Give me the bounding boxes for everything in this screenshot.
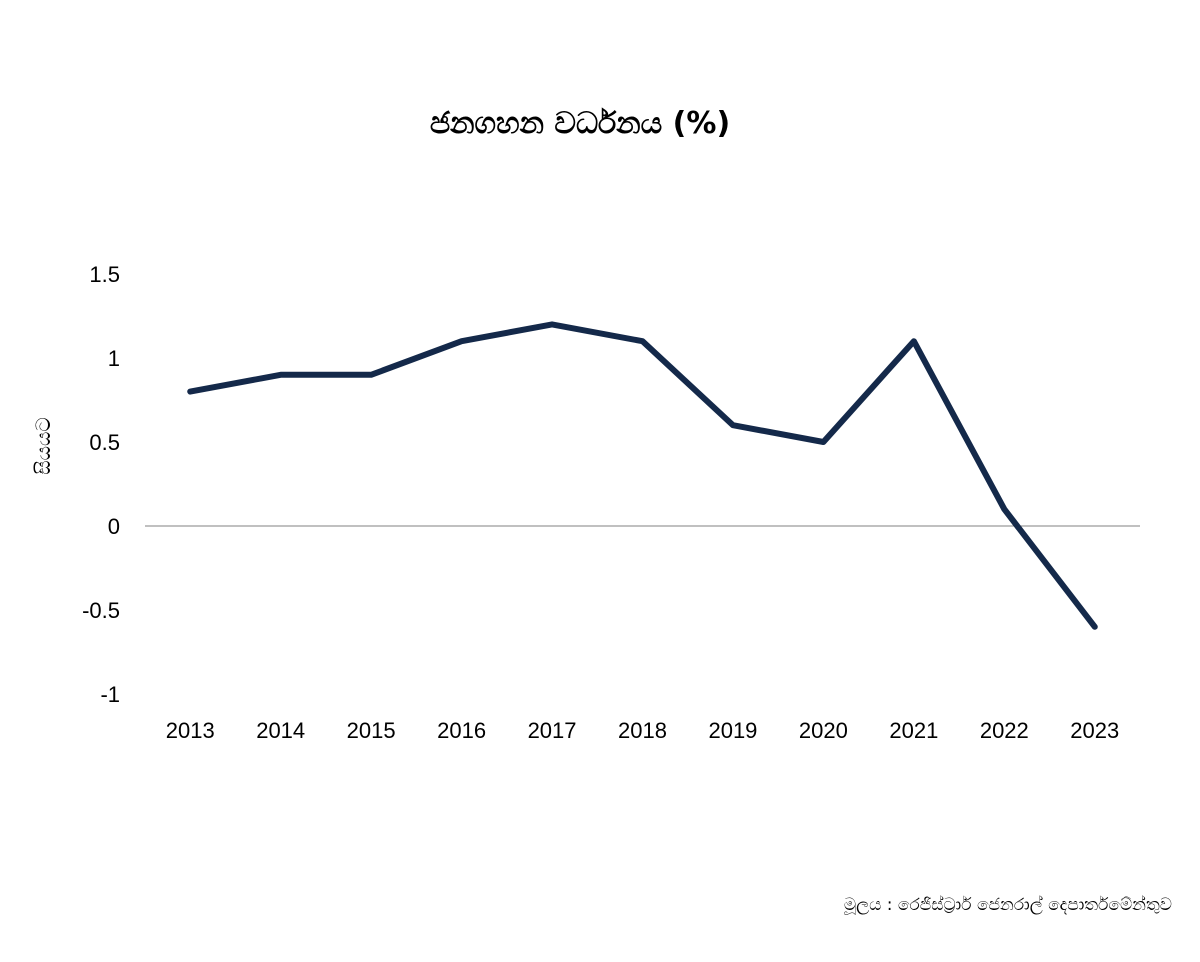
x-tick-label: 2022: [980, 718, 1029, 743]
x-tick-label: 2018: [618, 718, 667, 743]
y-axis-ticks: 1.5 1 0.5 0 -0.5 -1: [82, 262, 120, 707]
y-tick-label: -0.5: [82, 598, 120, 623]
x-tick-label: 2014: [256, 718, 305, 743]
chart-title: ජනගහන වර්ධනය (%): [430, 106, 730, 141]
y-tick-label: 0: [108, 514, 120, 539]
source-note: මූලය : රෙජිස්ට්‍රාර් ජෙනරාල් දෙපාර්තමේන්…: [844, 895, 1172, 915]
x-tick-label: 2017: [528, 718, 577, 743]
x-tick-label: 2015: [347, 718, 396, 743]
y-tick-label: 1.5: [89, 262, 120, 287]
series-line: [187, 321, 1098, 630]
x-axis-ticks: 2013 2014 2015 2016 2017 2018 2019 2020 2021 2022…: [166, 718, 1119, 743]
x-tick-label: 2020: [799, 718, 848, 743]
x-tick-label: 2019: [708, 718, 757, 743]
y-tick-label: 1: [108, 346, 120, 371]
y-tick-label: 0.5: [89, 430, 120, 455]
x-tick-label: 2023: [1070, 718, 1119, 743]
series-layer: [187, 321, 1098, 630]
y-axis-label: සියයට: [31, 417, 55, 475]
x-tick-label: 2021: [889, 718, 938, 743]
y-tick-label: -1: [100, 682, 120, 707]
x-tick-label: 2013: [166, 718, 215, 743]
x-tick-label: 2016: [437, 718, 486, 743]
